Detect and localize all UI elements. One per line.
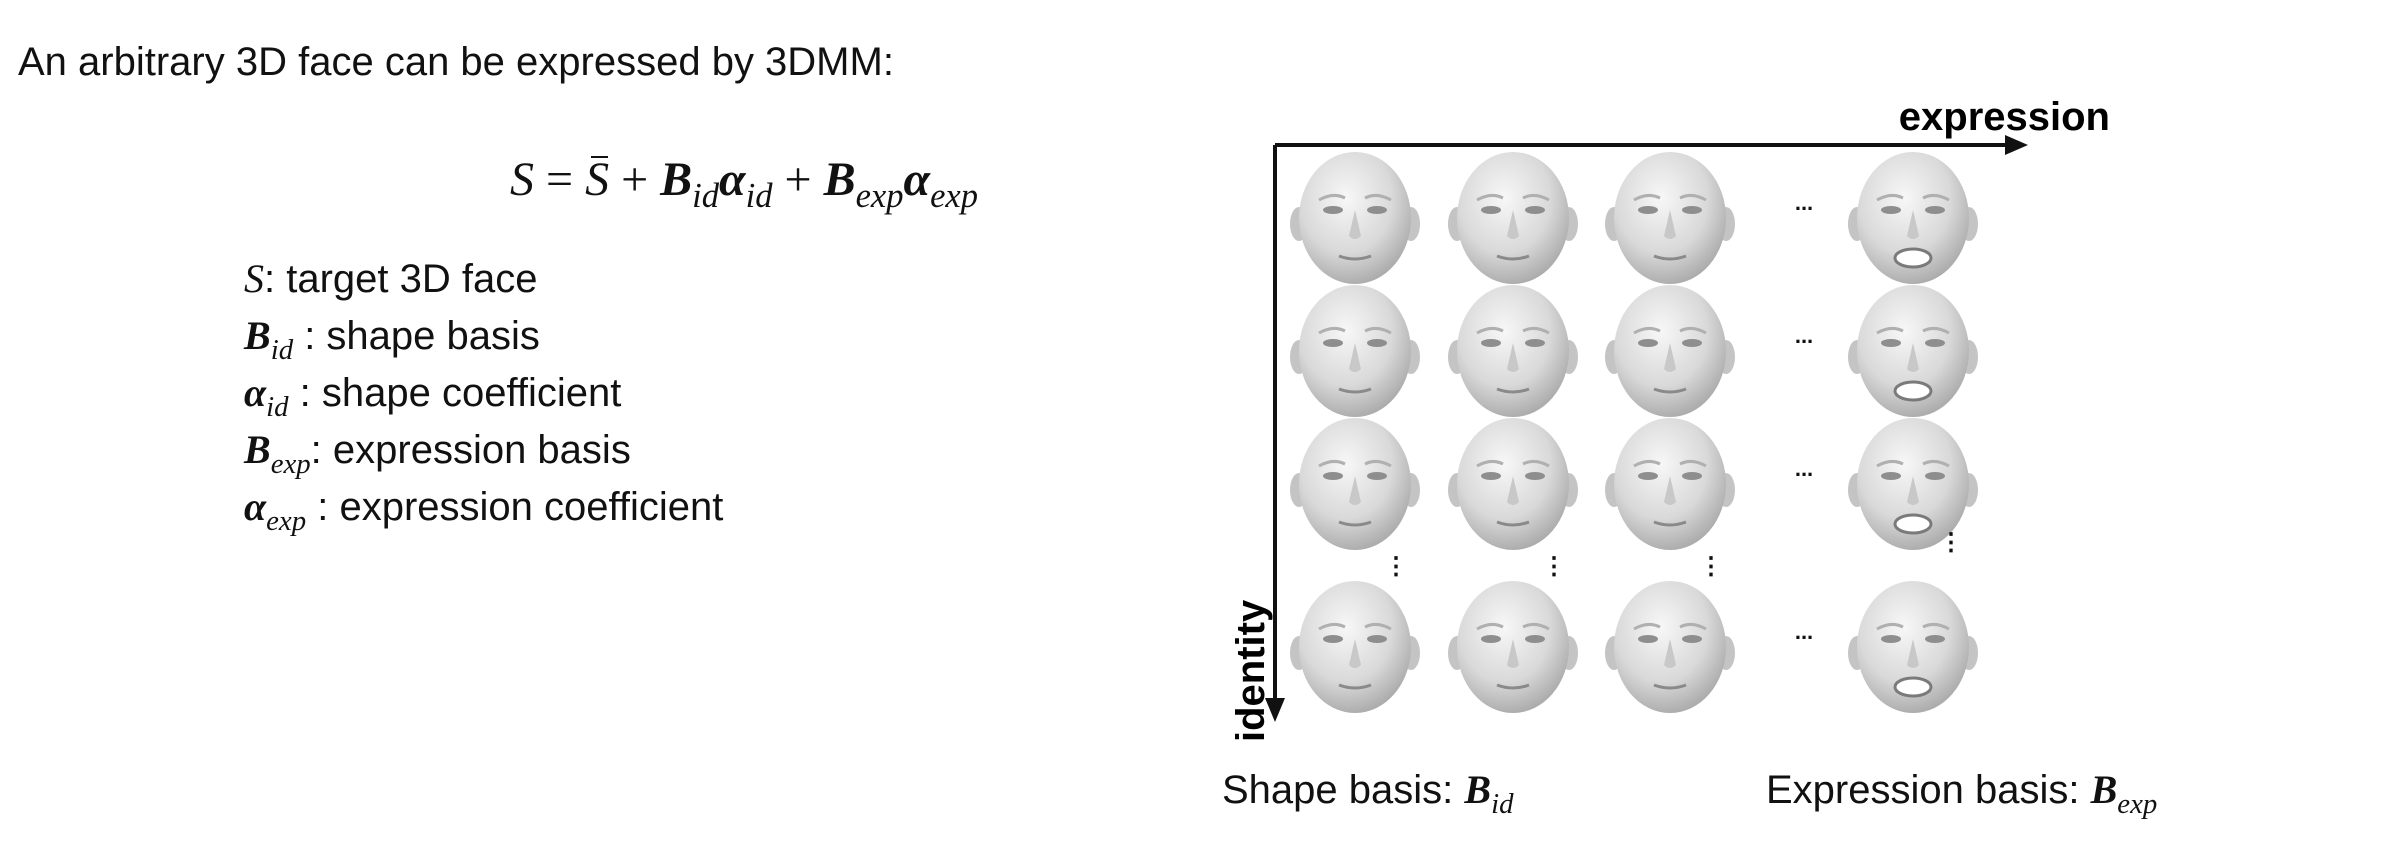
- face-idn-exp1: [1288, 579, 1422, 715]
- face-id2-exp1: [1288, 283, 1422, 419]
- formula-lhs: S: [510, 153, 534, 206]
- face-id2-expn: [1846, 283, 1980, 419]
- legend-item-shape-basis: Bid : shape basis: [244, 313, 540, 367]
- vertical-ellipsis-col1: ⋮: [1384, 553, 1408, 580]
- face-id1-exp3: [1603, 150, 1737, 286]
- intro-text: An arbitrary 3D face can be expressed by…: [18, 40, 894, 84]
- vertical-ellipsis-col2: ⋮: [1542, 553, 1566, 580]
- face-idn-exp3: [1603, 579, 1737, 715]
- face-id2-exp2: [1446, 283, 1580, 419]
- face-id2-exp3: [1603, 283, 1737, 419]
- horizontal-ellipsis-row2: ...: [1795, 323, 1813, 348]
- expression-basis-label: Expression basis: Bexp: [1766, 767, 2158, 821]
- formula-alpha-id: αid: [719, 153, 773, 216]
- face-id3-exp2: [1446, 416, 1580, 552]
- face-idn-expn: [1846, 579, 1980, 715]
- identity-axis-arrowhead: [1265, 698, 1285, 722]
- vertical-ellipsis-col3: ⋮: [1699, 553, 1723, 580]
- 3dmm-formula: S = S + Bidαid + Bexpαexp: [510, 152, 979, 216]
- formula-plus-1: +: [621, 153, 649, 206]
- horizontal-ellipsis-row1: ...: [1795, 190, 1813, 215]
- horizontal-ellipsis-row3: ...: [1795, 456, 1813, 481]
- symbol-legend: S: target 3D face Bid : shape basis αid …: [244, 250, 723, 535]
- shape-basis-label: Shape basis: Bid: [1222, 767, 1514, 821]
- legend-item-expression-coefficient: αexp : expression coefficient: [244, 484, 724, 538]
- formula-alpha-exp: αexp: [903, 153, 979, 216]
- face-id1-exp1: [1288, 150, 1422, 286]
- expression-axis-arrowhead: [2005, 135, 2028, 155]
- face-id1-expn: [1846, 150, 1980, 286]
- legend-item-expression-basis: Bexp: expression basis: [244, 427, 631, 481]
- identity-axis-label: identity: [1229, 599, 1273, 742]
- face-id3-exp3: [1603, 416, 1737, 552]
- face-basis-grid-diagram: expression identity ... ... ... ... ⋮ ⋮ …: [1229, 95, 2110, 742]
- face-id3-exp1: [1288, 416, 1422, 552]
- formula-b-exp: Bexp: [823, 153, 904, 216]
- formula-b-id: Bid: [660, 153, 720, 216]
- legend-item-target-face: S: target 3D face: [244, 256, 538, 301]
- expression-axis-label: expression: [1899, 95, 2110, 139]
- horizontal-ellipsis-row4: ...: [1795, 619, 1813, 644]
- face-idn-exp2: [1446, 579, 1580, 715]
- legend-item-shape-coefficient: αid : shape coefficient: [244, 370, 622, 424]
- vertical-ellipsis-colN: ⋮: [1939, 529, 1963, 556]
- formula-mean-shape: S: [585, 153, 610, 206]
- formula-plus-2: +: [784, 153, 812, 206]
- face-grid: [1288, 150, 1980, 715]
- face-id1-exp2: [1446, 150, 1580, 286]
- formula-equals: =: [546, 153, 574, 206]
